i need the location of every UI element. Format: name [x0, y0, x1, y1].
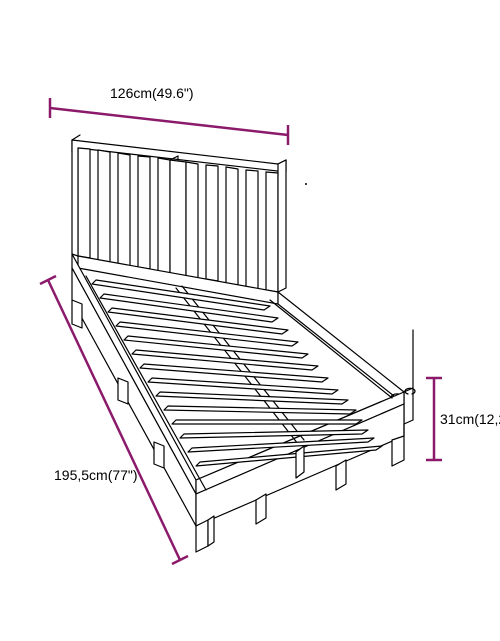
dim-width-label: 126cm(49.6"): [110, 85, 194, 101]
bed-frame-diagram: 126cm(49.6") 195,5cm(77") 31cm(12,2"): [0, 0, 500, 641]
dim-width: [50, 98, 288, 145]
reference-dot: [305, 183, 307, 185]
dim-length-label: 195,5cm(77"): [54, 467, 138, 483]
headboard-slats-left: [78, 148, 170, 273]
bed-frame-outline: [72, 135, 415, 552]
dim-height-label: 31cm(12,2"): [440, 411, 500, 427]
headboard-slats-right: [186, 162, 278, 292]
